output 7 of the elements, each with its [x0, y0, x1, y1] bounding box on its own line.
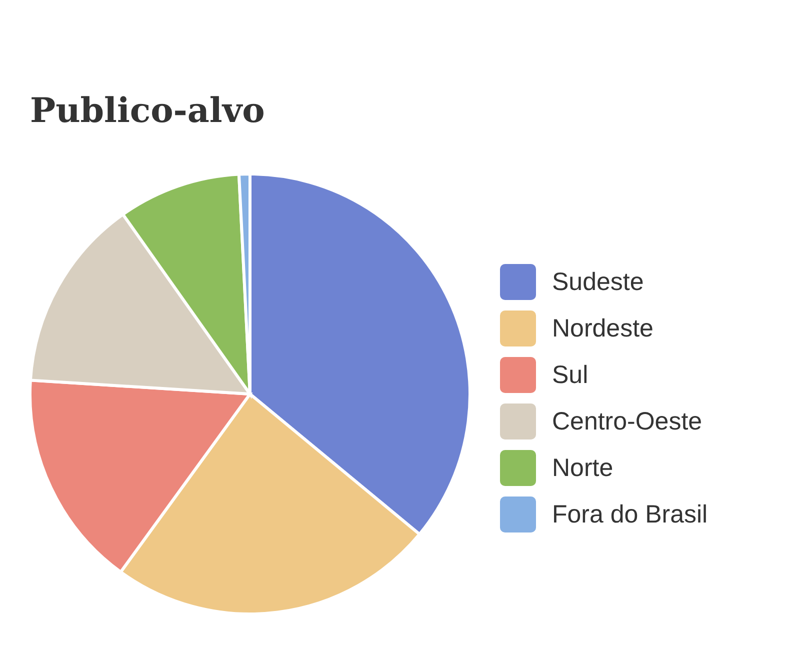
legend-label: Centro-Oeste [552, 408, 702, 436]
chart-title: Publico-alvo [30, 91, 265, 131]
legend-label: Sul [552, 361, 588, 389]
legend-label: Sudeste [552, 268, 644, 296]
legend-label: Nordeste [552, 314, 654, 342]
legend-label: Norte [552, 454, 614, 482]
legend-label: Fora do Brasil [552, 500, 708, 528]
